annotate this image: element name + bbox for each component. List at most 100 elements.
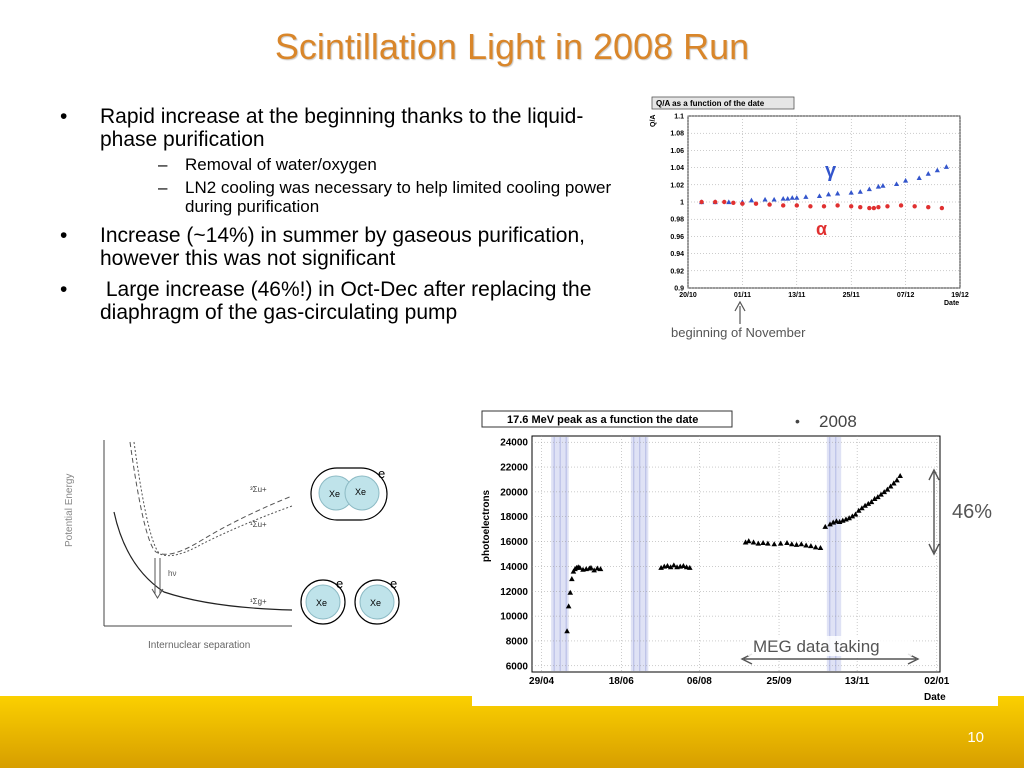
qa-x-tick-label: 25/11 bbox=[843, 292, 860, 299]
alpha-point bbox=[781, 203, 786, 208]
qa-x-ticks: 20/10 01/11 13/11 25/11 07/12 19/12 bbox=[679, 292, 969, 299]
peak-point bbox=[683, 564, 690, 570]
peak-x-ticks: 29/04 18/06 06/08 25/09 13/11 02/01 bbox=[529, 676, 950, 687]
qa-y-tick-label: 0.94 bbox=[670, 251, 684, 258]
peak-point bbox=[671, 562, 677, 568]
hv-label: hν bbox=[168, 569, 176, 578]
peak-point bbox=[897, 472, 903, 478]
alpha-point bbox=[740, 201, 745, 206]
peak-point bbox=[855, 507, 862, 513]
peak-point bbox=[765, 540, 771, 546]
qa-y-tick-label: 1.04 bbox=[670, 165, 684, 172]
gamma-point bbox=[825, 191, 832, 197]
xe-atom bbox=[305, 584, 341, 620]
gamma-point bbox=[893, 181, 900, 187]
peak-point bbox=[878, 491, 884, 497]
peak-y-tick-label: 14000 bbox=[500, 562, 528, 573]
qa-y-tick-label: 1 bbox=[680, 200, 684, 207]
alpha-point bbox=[858, 204, 863, 210]
qa-x-tick-label: 01/11 bbox=[734, 292, 751, 299]
gamma-point bbox=[903, 177, 909, 183]
peak-point bbox=[817, 544, 824, 551]
singlet-u-curve bbox=[133, 441, 293, 557]
peak-point bbox=[760, 540, 766, 546]
triplet-curve bbox=[129, 441, 293, 555]
sub-bullet-glyph: – bbox=[158, 178, 168, 197]
page-number: 10 bbox=[967, 729, 984, 746]
peak-x-tick-label: 02/01 bbox=[924, 676, 949, 687]
alpha-point bbox=[821, 204, 827, 209]
peak-point bbox=[887, 483, 894, 489]
qa-points bbox=[699, 164, 949, 211]
double-arrow-vertical-icon bbox=[928, 468, 940, 556]
alpha-point bbox=[794, 203, 799, 208]
curve-label-singlet-u: ¹Σu+ bbox=[250, 520, 267, 529]
gamma-point bbox=[934, 167, 940, 173]
peak-point bbox=[569, 576, 575, 582]
xe-label: Xe bbox=[370, 598, 381, 608]
peak-point bbox=[846, 515, 852, 521]
peak-point bbox=[890, 480, 897, 486]
xe-atom bbox=[359, 584, 395, 620]
peak-point bbox=[875, 494, 881, 500]
qa-chart: Q/A as a function of the date Q/A 0.90.9… bbox=[650, 96, 969, 340]
qa-chart-xlabel: Date bbox=[944, 300, 959, 307]
peak-point bbox=[577, 564, 583, 570]
annotation-beginning-of-november: beginning of November bbox=[671, 325, 806, 340]
alpha-point bbox=[835, 203, 840, 208]
qa-y-tick-label: 0.98 bbox=[670, 217, 684, 224]
peak-point bbox=[755, 540, 762, 546]
peak-point bbox=[564, 628, 570, 634]
potential-energy-diagram: Potential Energy hν ³Σu+ ¹Σu+ ¹Σg+ Inter… bbox=[64, 440, 293, 651]
alpha-point bbox=[767, 202, 772, 207]
electron-label: e bbox=[390, 576, 397, 591]
legend-bullet: • bbox=[795, 413, 800, 429]
data-taking-label-bg bbox=[748, 636, 912, 656]
peak-point bbox=[833, 518, 840, 524]
peak-chart: 17.6 MeV peak as a function the date • 2… bbox=[481, 410, 992, 703]
peak-point bbox=[594, 565, 601, 571]
peak-chart-title: 17.6 MeV peak as a function the date bbox=[507, 414, 698, 426]
peak-plot-frame bbox=[531, 435, 941, 673]
peak-point bbox=[808, 543, 814, 549]
curve-label-triplet: ³Σu+ bbox=[250, 485, 267, 494]
ground-state-curve bbox=[113, 511, 293, 611]
peak-y-tick-label: 16000 bbox=[500, 537, 528, 548]
gamma-point bbox=[835, 190, 841, 196]
peak-point bbox=[798, 541, 805, 547]
qa-y-tick-label: 1.08 bbox=[670, 131, 684, 138]
peak-x-tick-label: 18/06 bbox=[609, 676, 634, 687]
xe-dimer-diagram: Xe Xe e Xe e Xe e bbox=[300, 466, 400, 625]
peak-point bbox=[881, 489, 888, 495]
gamma-point bbox=[925, 171, 931, 176]
peak-y-tick-label: 10000 bbox=[500, 612, 528, 623]
electron-label: e bbox=[336, 576, 343, 591]
bullet-item: • Increase (~14%) in summer by gaseous p… bbox=[60, 224, 630, 270]
gamma-point bbox=[866, 186, 872, 192]
bullet-glyph: • bbox=[60, 278, 68, 301]
peak-point bbox=[894, 477, 900, 483]
gamma-label: γ bbox=[825, 160, 837, 182]
alpha-point bbox=[871, 205, 877, 211]
alpha-label: α bbox=[816, 219, 827, 239]
xe-label: Xe bbox=[316, 598, 327, 608]
peak-points bbox=[564, 472, 903, 634]
bullet-glyph: • bbox=[60, 224, 68, 247]
alpha-point bbox=[731, 200, 736, 206]
alpha-point bbox=[885, 204, 890, 209]
legend-year: 2008 bbox=[819, 412, 857, 431]
qa-y-ticks: 0.9 0.92 0.94 0.96 0.98 1 1.02 1.04 1.06 1.08 1.1 bbox=[670, 114, 684, 293]
alpha-point bbox=[939, 205, 945, 211]
alpha-point bbox=[876, 204, 881, 210]
alpha-point bbox=[722, 199, 727, 205]
qa-y-tick-label: 0.92 bbox=[670, 268, 684, 275]
peak-y-tick-label: 18000 bbox=[500, 512, 528, 523]
peak-point bbox=[803, 542, 809, 548]
alpha-point bbox=[898, 203, 904, 208]
electron-label: e bbox=[378, 466, 385, 481]
energy-xlabel: Internuclear separation bbox=[148, 640, 250, 651]
gamma-point bbox=[816, 193, 823, 199]
qa-x-tick-label: 13/11 bbox=[788, 292, 805, 299]
peak-point bbox=[788, 541, 795, 547]
gamma-point bbox=[857, 189, 863, 194]
